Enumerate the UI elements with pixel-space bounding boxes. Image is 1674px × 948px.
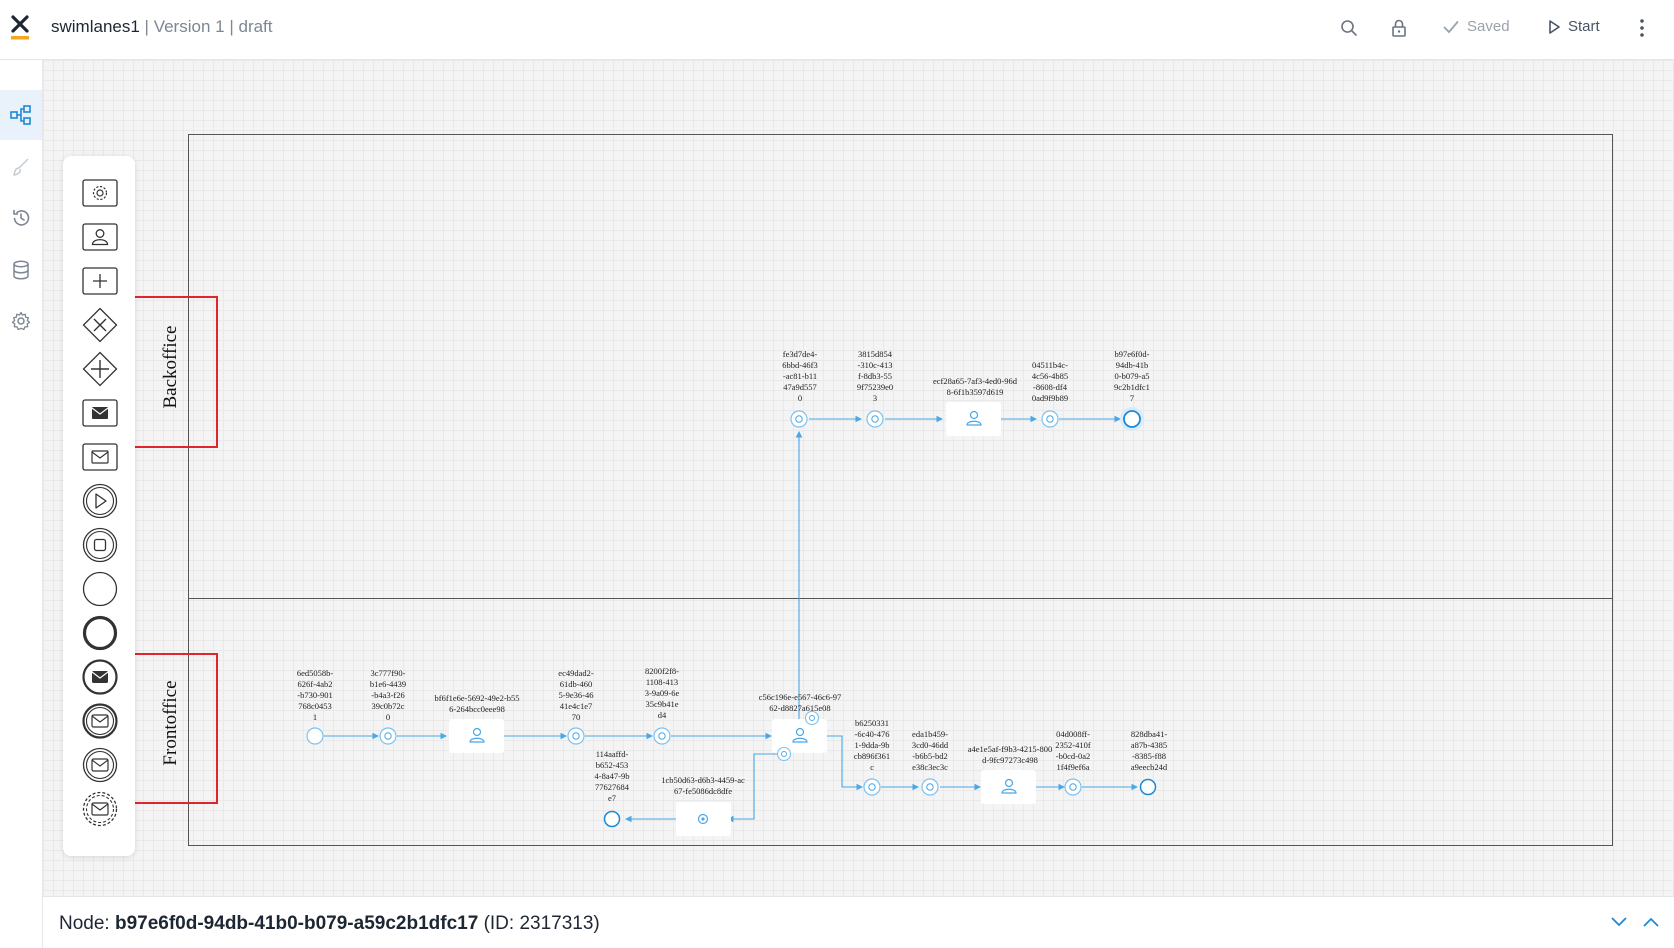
chevron-up-icon[interactable] <box>1640 911 1662 933</box>
stop-event-icon[interactable] <box>81 526 118 563</box>
node-label: ecf28a65-7af3-4ed0-96d 8-6f1b3597d619 <box>932 376 1018 397</box>
process-name[interactable]: swimlanes1 <box>51 17 140 36</box>
message-intermediate-event-icon[interactable] <box>81 746 118 783</box>
element-palette <box>63 156 135 856</box>
lock-icon[interactable] <box>1387 16 1411 40</box>
message-throw-event-icon[interactable] <box>81 658 118 695</box>
parallel-gateway-icon[interactable] <box>81 350 118 387</box>
node-details-bar: Node: b97e6f0d-94db-41b0-b079-a59c2b1dfc… <box>43 896 1674 948</box>
user-task-node[interactable] <box>946 402 1001 436</box>
end-event-node-selected[interactable] <box>1120 407 1144 431</box>
play-icon <box>1549 19 1560 34</box>
diagram-canvas[interactable] <box>43 60 1674 896</box>
process-diagram-icon[interactable] <box>0 90 42 140</box>
service-task-node[interactable] <box>863 778 881 796</box>
node-label: 114aaffd- b652-453 4-8a47-9b 77627684 e7 <box>594 749 630 803</box>
service-task-node[interactable] <box>790 410 808 428</box>
database-icon[interactable] <box>0 245 42 295</box>
service-task-node[interactable] <box>1041 410 1059 428</box>
node-label: bf6f1e6e-5692-49e2-b55 6-264bcc0eee98 <box>434 693 520 714</box>
service-task-node[interactable] <box>1064 778 1082 796</box>
boundary-event-node[interactable] <box>804 710 820 726</box>
node-label: eda1b459- 3cd0-46dd -b6b5-bd2 e38c3ec3c <box>911 729 949 772</box>
search-icon[interactable] <box>1337 16 1361 40</box>
page-title: swimlanes1 | Version 1 | draft <box>51 17 273 37</box>
node-label: 3c777f90- b1e6-4439 -b4a3-f26 39c0b72c 0 <box>369 668 407 722</box>
user-task-node[interactable] <box>772 719 827 753</box>
node-label: 6ed5058b- 626f-4ab2 -b730-901 768c0453 1 <box>296 668 334 722</box>
check-icon <box>1443 20 1459 33</box>
boundary-event-node[interactable] <box>776 746 792 762</box>
title-separator: | <box>144 17 149 36</box>
service-task-node[interactable] <box>921 778 939 796</box>
end-event-node[interactable] <box>603 810 621 828</box>
lane-label-backoffice: Backoffice <box>160 325 181 409</box>
message-catch-event-icon[interactable] <box>81 702 118 739</box>
history-icon[interactable] <box>0 193 42 243</box>
title-separator: | <box>229 17 234 36</box>
start-label: Start <box>1568 18 1600 35</box>
start-event-node[interactable] <box>306 727 324 745</box>
start-button[interactable]: Start <box>1548 18 1628 35</box>
service-task-node[interactable] <box>379 727 397 745</box>
node-id: (ID: 2317313) <box>483 913 600 934</box>
node-label: fe3d7de4- 6bbd-46f3 -ac81-b11 47a9d557 0 <box>782 349 818 403</box>
end-event-node[interactable] <box>1139 778 1157 796</box>
top-bar: swimlanes1 | Version 1 | draft Saved Sta… <box>0 0 1674 60</box>
service-task-node[interactable] <box>567 727 585 745</box>
selected-node-info: Node: b97e6f0d-94db-41b0-b079-a59c2b1dfc… <box>59 913 600 935</box>
node-uuid: b97e6f0d-94db-41b0-b079-a59c2b1dfc17 <box>114 913 479 934</box>
node-label: a4e1e5af-f9b3-4215-800 d-9fc97273c498 <box>967 744 1053 765</box>
send-message-task-icon[interactable] <box>81 394 118 431</box>
saved-status: Saved <box>1443 18 1533 35</box>
node-label: 04511b4c- 4c56-4b85 -8608-df4 0ad9f9b89 <box>1031 360 1069 403</box>
gear-icon[interactable] <box>0 296 42 346</box>
start-event-icon[interactable] <box>81 482 118 519</box>
service-task-icon[interactable] <box>81 174 118 211</box>
service-task-node[interactable] <box>653 727 671 745</box>
brush-icon[interactable] <box>0 142 42 192</box>
node-label: 04d008ff- 2352-410f -b0cd-0a2 1f4f9ef6a <box>1055 729 1091 772</box>
saved-label: Saved <box>1467 18 1510 35</box>
node-label: b6250331 -6c40-476 1-9dda-9b cb896f361 c <box>853 718 891 772</box>
chevron-down-icon[interactable] <box>1608 911 1630 933</box>
left-rail <box>0 60 43 948</box>
node-label: b97e6f0d- 94db-41b 0-b079-a5 9c2b1dfc1 7 <box>1114 349 1150 403</box>
user-task-node[interactable] <box>981 770 1036 804</box>
user-task-icon[interactable] <box>81 218 118 255</box>
user-task-node[interactable] <box>449 719 504 753</box>
status-label: draft <box>238 17 273 36</box>
flow-edge[interactable] <box>826 735 864 791</box>
lane-label-frontoffice: Frontoffice <box>160 680 181 766</box>
node-label: ec49dad2- 61db-460 5-9e36-46 41e4c1e7 70 <box>558 668 594 722</box>
message-boundary-event-icon[interactable] <box>81 790 118 827</box>
node-label: 828dba41- a87b-4385 -8385-f88 a9eecb24d <box>1130 729 1168 772</box>
swimlane-frontoffice[interactable] <box>188 598 1613 846</box>
node-label: 3815d854 -310c-413 f-8db3-55 9f75239e0 3 <box>856 349 894 403</box>
flowx-logo-icon <box>11 15 29 40</box>
sequence-flows <box>324 415 1139 823</box>
exclusive-gateway-icon[interactable] <box>81 306 118 343</box>
end-circle-icon[interactable] <box>81 614 118 651</box>
service-task-node[interactable] <box>676 802 731 836</box>
node-prefix: Node: <box>59 913 110 934</box>
start-circle-icon[interactable] <box>81 570 118 607</box>
service-task-node[interactable] <box>866 410 884 428</box>
node-label: c56c196e-e567-46c6-97 62-d8827a615e08 <box>758 692 842 713</box>
receive-message-task-icon[interactable] <box>81 438 118 475</box>
node-label: 1cb50d63-d6b3-4459-ac 67-fe5086dc8dfe <box>661 775 745 796</box>
node-label: 8200f2f8- 1108-413 3-9a09-6e 35c9b41e d4 <box>644 666 680 720</box>
subprocess-icon[interactable] <box>81 262 118 299</box>
version-label[interactable]: Version 1 <box>153 17 225 36</box>
flow-edge[interactable] <box>726 753 784 823</box>
more-options-icon[interactable] <box>1630 16 1654 40</box>
